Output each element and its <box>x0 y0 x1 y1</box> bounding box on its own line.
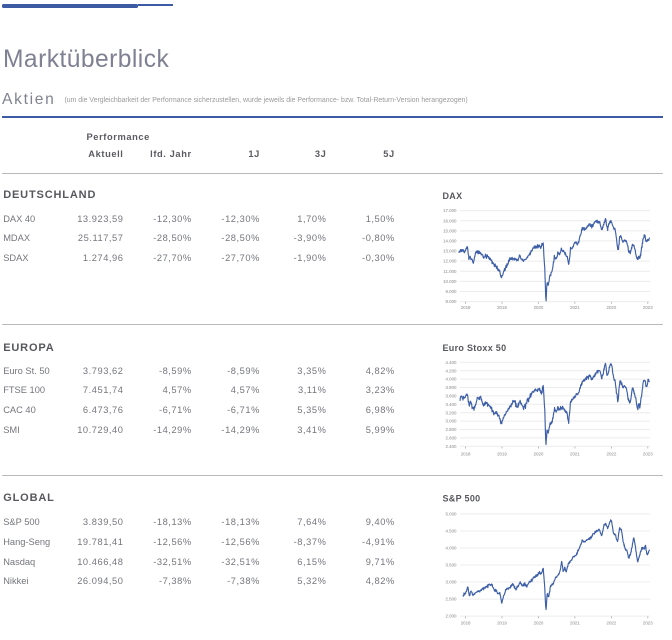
svg-text:4.400: 4.400 <box>446 360 458 365</box>
svg-text:2023: 2023 <box>643 451 653 456</box>
svg-text:2019: 2019 <box>497 621 507 626</box>
svg-text:2020: 2020 <box>534 621 544 626</box>
svg-text:8.000: 8.000 <box>446 299 458 304</box>
svg-text:16.000: 16.000 <box>443 218 457 223</box>
svg-text:4.500: 4.500 <box>446 528 458 533</box>
svg-text:2.800: 2.800 <box>446 427 458 432</box>
svg-text:3.500: 3.500 <box>446 563 458 568</box>
svg-text:10.000: 10.000 <box>443 279 457 284</box>
svg-text:Euro Stoxx 50: Euro Stoxx 50 <box>443 343 507 353</box>
svg-text:17.000: 17.000 <box>443 208 457 213</box>
svg-text:9.000: 9.000 <box>446 289 458 294</box>
svg-text:2.500: 2.500 <box>446 597 458 602</box>
svg-text:2018: 2018 <box>461 621 471 626</box>
svg-text:3.400: 3.400 <box>446 402 458 407</box>
svg-text:2023: 2023 <box>643 621 653 626</box>
svg-text:2022: 2022 <box>607 621 617 626</box>
svg-text:2.000: 2.000 <box>446 614 458 619</box>
svg-text:2.400: 2.400 <box>446 444 458 449</box>
svg-text:5.000: 5.000 <box>446 511 458 516</box>
svg-text:2018: 2018 <box>461 305 471 310</box>
svg-text:12.000: 12.000 <box>443 259 457 264</box>
svg-text:11.000: 11.000 <box>443 269 457 274</box>
svg-text:2022: 2022 <box>607 305 617 310</box>
svg-text:2023: 2023 <box>643 305 653 310</box>
svg-text:3.000: 3.000 <box>446 580 458 585</box>
svg-text:2019: 2019 <box>497 305 507 310</box>
svg-text:3.200: 3.200 <box>446 410 458 415</box>
svg-text:2020: 2020 <box>534 305 544 310</box>
svg-text:2021: 2021 <box>570 451 580 456</box>
svg-text:DAX: DAX <box>443 191 463 201</box>
svg-text:2022: 2022 <box>607 451 617 456</box>
svg-text:4.000: 4.000 <box>446 377 458 382</box>
svg-text:14.000: 14.000 <box>443 238 457 243</box>
svg-text:2020: 2020 <box>534 451 544 456</box>
svg-text:2021: 2021 <box>570 621 580 626</box>
svg-text:2019: 2019 <box>497 451 507 456</box>
svg-text:3.000: 3.000 <box>446 419 458 424</box>
svg-text:3.800: 3.800 <box>446 385 458 390</box>
svg-text:2018: 2018 <box>461 451 471 456</box>
svg-text:2.600: 2.600 <box>446 435 458 440</box>
svg-text:3.600: 3.600 <box>446 393 458 398</box>
svg-text:4.000: 4.000 <box>446 546 458 551</box>
svg-text:2021: 2021 <box>570 305 580 310</box>
svg-text:4.200: 4.200 <box>446 368 458 373</box>
svg-text:S&P 500: S&P 500 <box>443 493 481 503</box>
svg-text:15.000: 15.000 <box>443 228 457 233</box>
svg-text:13.000: 13.000 <box>443 249 457 254</box>
